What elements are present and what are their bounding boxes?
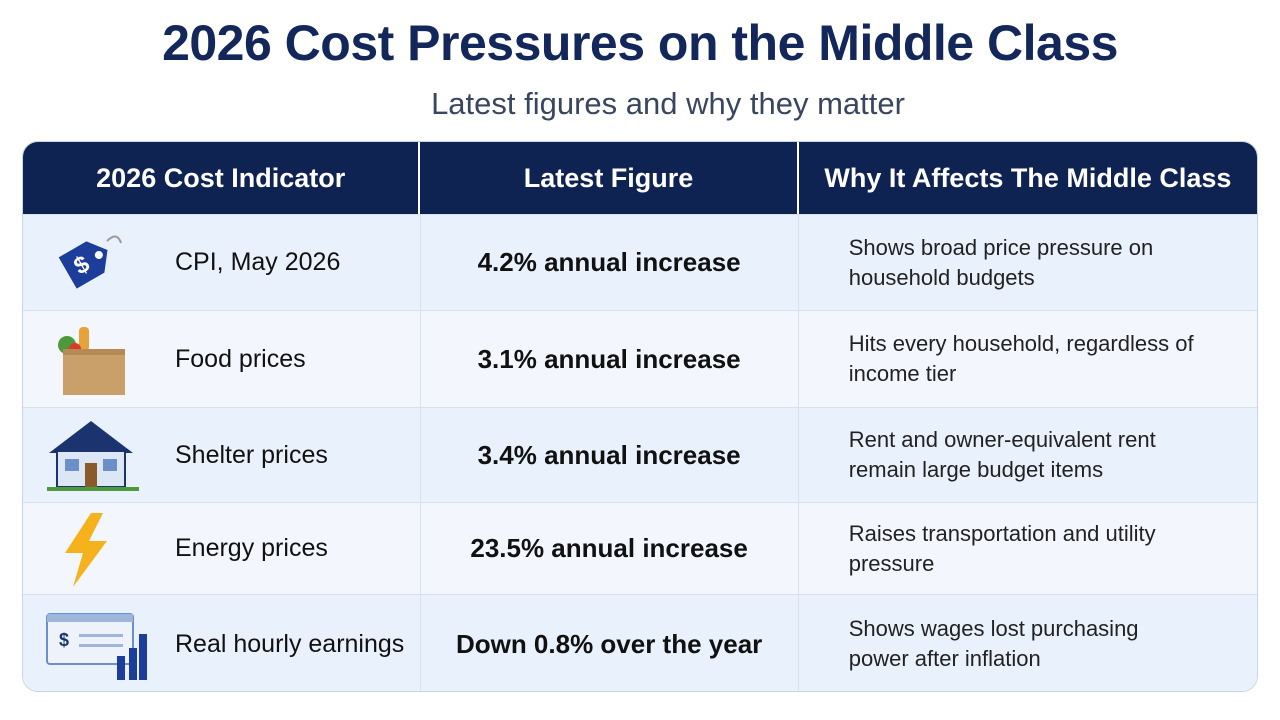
- lightning-icon: [65, 512, 107, 587]
- explanation: Raises transportation and utility pressu…: [848, 520, 1156, 576]
- figure: 23.5% annual increase: [421, 503, 799, 594]
- explanation: Hits every household, regardless of inco…: [848, 331, 1194, 386]
- column-header: Why It Affects The Middle Class: [824, 162, 1232, 193]
- title: 2026 Cost Pressures on the Middle Class: [162, 15, 1118, 71]
- cell: $ CPI, May 2026: [23, 215, 421, 310]
- paycheck-icon: $: [46, 613, 147, 680]
- subtitle: Latest figures and why they matter: [431, 86, 905, 121]
- indicator: Real hourly earnings: [175, 629, 405, 658]
- explanation: Shows broad price pressure on household …: [848, 234, 1154, 290]
- table-header: 2026 Cost Indicator Latest Figure Why It…: [23, 142, 1257, 214]
- figure: Down 0.8% over the year: [421, 595, 799, 691]
- svg-text:$: $: [59, 630, 69, 650]
- table-row: Food prices 3.1% annual increase Hits ev…: [23, 310, 1257, 407]
- cell: Energy prices: [23, 503, 421, 594]
- table-row: Energy prices 23.5% annual increase Rais…: [23, 502, 1257, 594]
- grocery-icon: [58, 327, 125, 395]
- table-row: $ Real hourly earnings Down 0.8% over th…: [23, 594, 1257, 691]
- table: 2026 Cost Indicator Latest Figure Why It…: [22, 141, 1258, 692]
- cell: Food prices: [23, 311, 421, 407]
- table-row: $ CPI, May 2026 4.2% annual increase Sho…: [23, 214, 1257, 310]
- figure: 4.2% annual increase: [421, 215, 799, 310]
- indicator: Energy prices: [175, 534, 328, 562]
- explanation: Shows wages lost purchasing power after …: [848, 616, 1139, 671]
- explanation: Rent and owner-equivalent rent remain la…: [848, 427, 1156, 482]
- column-header: 2026 Cost Indicator: [23, 142, 421, 214]
- figure: 3.4% annual increase: [421, 408, 799, 502]
- cell: Shelter prices: [23, 408, 421, 502]
- indicator: CPI, May 2026: [175, 248, 341, 276]
- house-icon: [47, 421, 139, 491]
- column-header: Latest Figure: [420, 142, 799, 214]
- indicator: Food prices: [175, 344, 306, 373]
- table-row: Shelter prices 3.4% annual increase Rent…: [23, 407, 1257, 502]
- figure: 3.1% annual increase: [421, 311, 799, 407]
- cell: $ Real hourly earnings: [23, 595, 421, 691]
- price-tag-icon: $: [58, 235, 122, 289]
- indicator: Shelter prices: [175, 440, 328, 469]
